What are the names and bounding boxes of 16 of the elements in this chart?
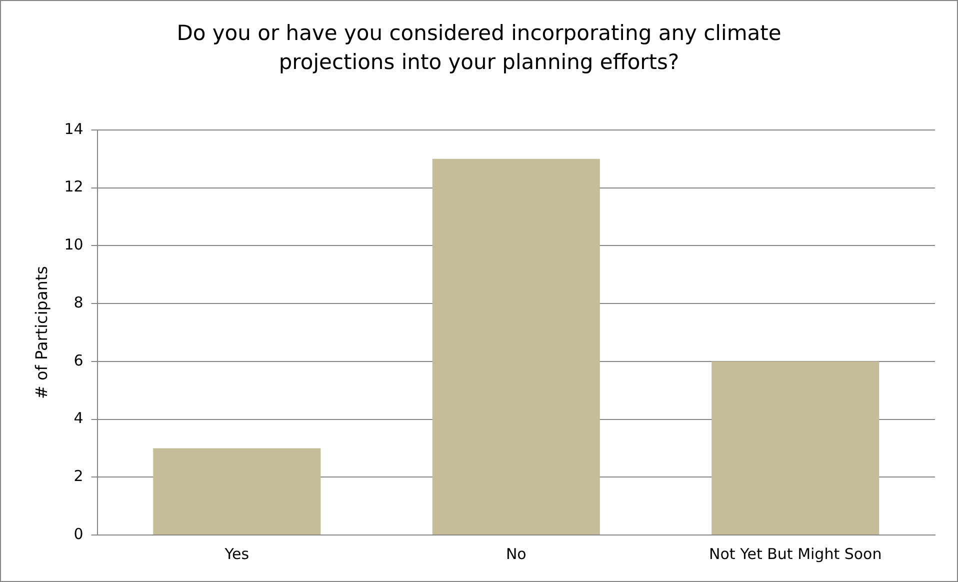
chart-title: Do you or have you considered incorporating any climate projections into your planning efforts? (176, 20, 782, 76)
y-tick-label: 14 (64, 120, 84, 138)
y-tick-label: 6 (74, 351, 84, 370)
y-tick-label: 2 (74, 467, 84, 486)
y-tick-label: 4 (74, 409, 84, 428)
y-tick-label: 10 (64, 236, 84, 254)
x-tick-label: No (506, 544, 526, 563)
x-tick-label: Yes (224, 544, 250, 563)
bar (432, 158, 600, 534)
y-tick-label: 8 (74, 293, 84, 312)
y-axis-title: # of Participants (32, 266, 51, 399)
y-tick-label: 12 (64, 178, 84, 196)
y-tick-label: 0 (74, 524, 84, 543)
x-tick-label: Not Yet But Might Soon (709, 544, 882, 563)
bar (153, 448, 321, 534)
bar (712, 361, 880, 534)
